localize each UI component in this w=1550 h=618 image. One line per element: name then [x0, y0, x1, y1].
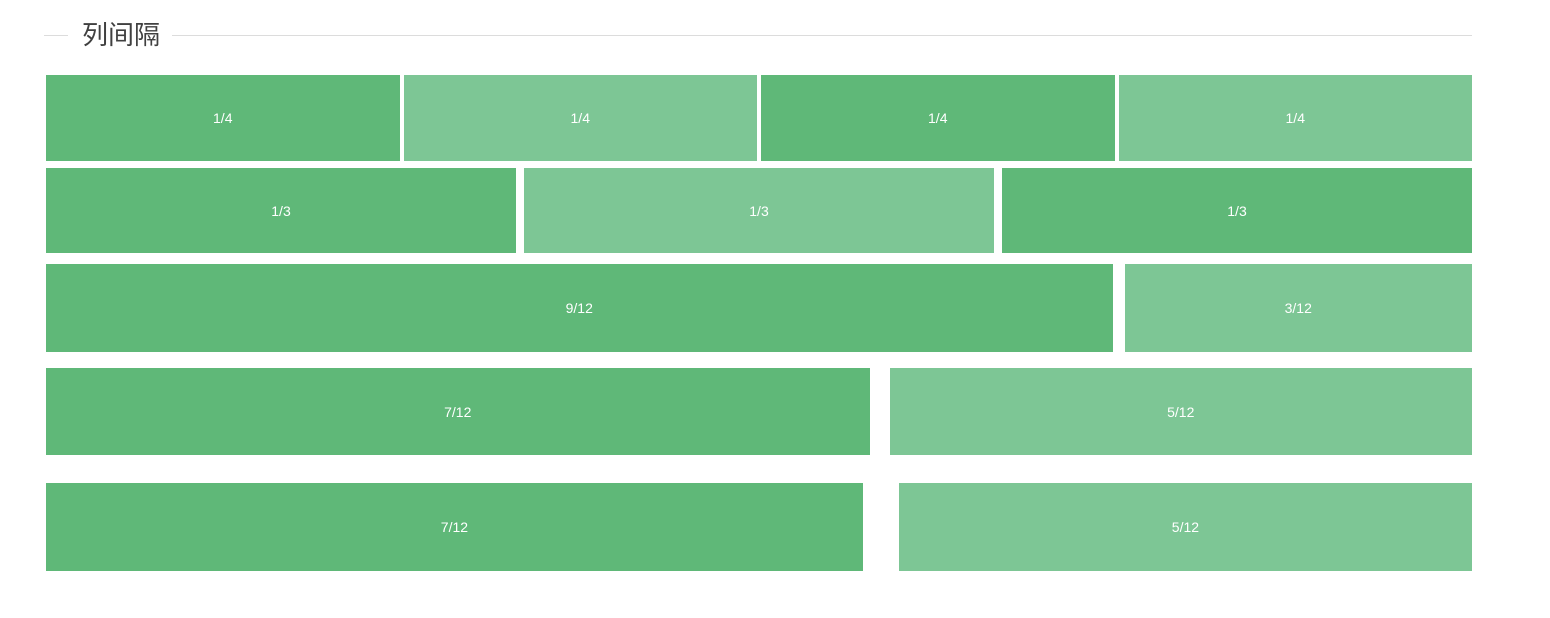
- grid-column-block: 3/12: [1124, 264, 1472, 352]
- grid-row: 9/12 3/12: [46, 264, 1472, 352]
- section-title: 列间隔: [82, 20, 161, 50]
- grid-column-block: 1/4: [403, 75, 757, 161]
- grid-column-label: 1/3: [1227, 202, 1247, 219]
- grid-column-block: 5/12: [889, 368, 1472, 455]
- grid-row: 1/4 1/4 1/4 1/4: [46, 75, 1472, 161]
- grid-column-block: 1/3: [46, 168, 516, 253]
- grid-column-label: 9/12: [565, 300, 593, 316]
- grid-column-label: 7/12: [444, 403, 472, 420]
- grid-column-label: 1/4: [213, 110, 233, 126]
- grid-column-block: 7/12: [46, 368, 870, 455]
- divider-line: [172, 34, 1472, 36]
- grid-column-block: 7/12: [46, 483, 863, 571]
- grid-column-block: 1/4: [1118, 75, 1472, 161]
- grid-column-label: 1/4: [1285, 110, 1305, 126]
- grid-row: 1/3 1/3 1/3: [46, 168, 1472, 253]
- grid-column-label: 1/3: [271, 202, 291, 219]
- grid-row: 7/12 5/12: [46, 368, 1472, 455]
- grid-column-label: 5/12: [1171, 519, 1200, 535]
- grid-column-block: 1/3: [1002, 168, 1472, 253]
- grid-column-block: 9/12: [46, 264, 1113, 352]
- grid-column-block: 1/3: [524, 168, 994, 253]
- section-header: 列间隔: [44, 22, 1472, 48]
- divider-line: [44, 34, 68, 36]
- grid-column-label: 1/4: [570, 110, 590, 126]
- grid-column-label: 1/3: [749, 202, 769, 219]
- grid-row: 7/12 5/12: [46, 483, 1472, 571]
- grid-column-label: 7/12: [440, 519, 469, 535]
- grid-demo: 1/4 1/4 1/4 1/4 1/3 1/3 1/3 9/12 3/12 7/12 5/12 7/1…: [46, 75, 1472, 571]
- grid-column-block: 1/4: [761, 75, 1115, 161]
- grid-column-label: 1/4: [928, 110, 948, 126]
- grid-column-block: 1/4: [46, 75, 400, 161]
- grid-column-label: 5/12: [1167, 403, 1195, 420]
- grid-column-block: 5/12: [898, 483, 1472, 571]
- grid-column-label: 3/12: [1284, 300, 1312, 316]
